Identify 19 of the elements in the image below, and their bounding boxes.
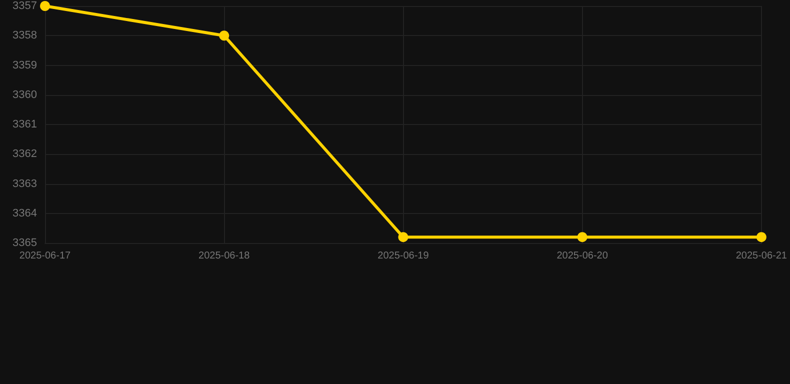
y-tick-label: 3361 (12, 118, 37, 130)
x-tick-label: 2025-06-19 (378, 250, 430, 262)
point (756, 232, 766, 242)
y-tick-label: 3363 (12, 178, 37, 190)
point (219, 30, 230, 41)
point (40, 1, 50, 11)
y-tick-label: 3360 (12, 88, 37, 101)
point (577, 232, 588, 242)
x-tick-label: 2025-06-20 (556, 250, 608, 262)
y-tick-label: 3365 (12, 237, 37, 249)
x-tick-label: 2025-06-18 (198, 250, 250, 262)
y-tick-label: 3359 (12, 59, 37, 72)
point (398, 232, 408, 242)
y-tick-label: 3357 (12, 0, 37, 12)
x-tick-label: 2025-06-21 (736, 250, 788, 262)
y-tick-label: 3358 (12, 30, 37, 42)
y-tick-label: 3364 (12, 207, 37, 220)
y-tick-label: 3362 (12, 148, 37, 160)
x-tick-label: 2025-06-17 (19, 250, 72, 262)
